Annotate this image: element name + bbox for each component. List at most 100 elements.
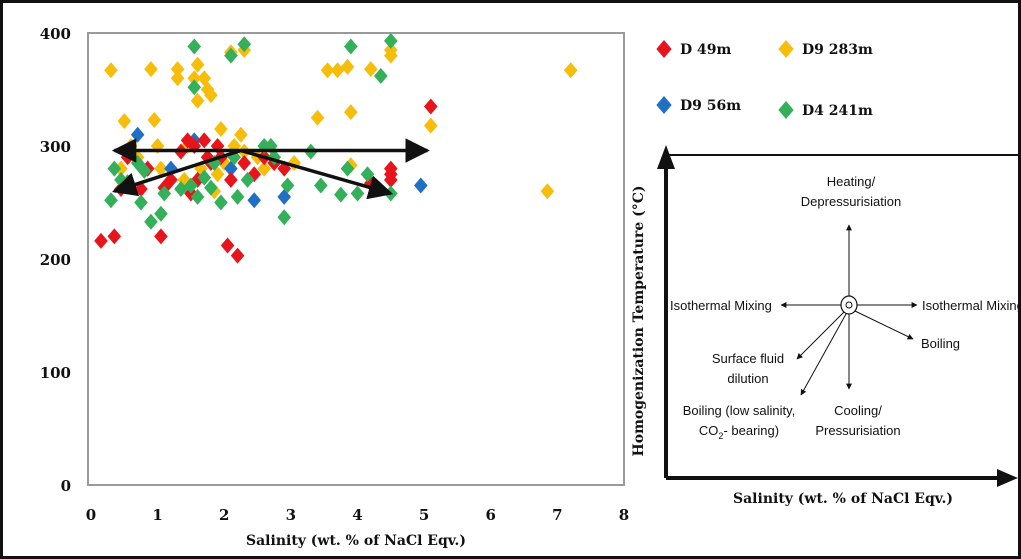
label-bearing: - bearing): [723, 423, 779, 438]
y-tick-label: 400: [40, 25, 71, 43]
data-point: [230, 247, 245, 264]
data-point: [224, 171, 238, 188]
data-point: [144, 61, 158, 78]
label-heating-line1: Heating/: [827, 174, 876, 189]
legend-marker: [656, 40, 672, 58]
data-point: [204, 179, 218, 196]
data-point: [204, 87, 218, 104]
y-tick-label: 0: [61, 477, 71, 495]
x-axis-title: Salinity (wt. % of NaCl Eqv.): [246, 533, 466, 549]
data-point: [170, 70, 185, 87]
data-point: [310, 109, 325, 126]
label-boiling: Boiling: [921, 336, 960, 351]
data-point: [154, 228, 168, 245]
legend-label: D9 283m: [802, 42, 873, 58]
x-tick-label: 7: [552, 506, 562, 524]
legend-marker: [778, 101, 794, 119]
x-tick-labels: 0 1 2 3 4 5 6 7 8: [86, 506, 629, 524]
data-point: [540, 183, 555, 200]
data-point: [107, 160, 122, 177]
data-point: [137, 162, 152, 179]
data-point: [190, 56, 205, 73]
data-point: [180, 132, 195, 149]
y-tick-label: 300: [40, 138, 71, 156]
data-point: [384, 160, 398, 177]
x-tick-label: 1: [152, 506, 162, 524]
data-point: [117, 113, 132, 130]
data-point: [107, 228, 122, 245]
data-point: [247, 166, 262, 183]
data-point: [240, 171, 255, 188]
data-point: [334, 186, 348, 203]
data-point: [214, 121, 228, 138]
data-point: [340, 58, 355, 75]
data-point: [184, 177, 198, 194]
data-point: [234, 126, 248, 143]
label-surface-fluid-line1: Surface fluid: [712, 351, 784, 366]
data-point: [374, 67, 388, 84]
data-point: [187, 79, 202, 96]
y-tick-label: 100: [40, 364, 71, 382]
label-co2: CO: [699, 423, 719, 438]
data-point: [230, 188, 245, 205]
legend-marker: [656, 96, 672, 114]
data-point: [164, 160, 178, 177]
data-point: [154, 160, 168, 177]
data-point: [187, 38, 202, 55]
label-surface-fluid-line2: dilution: [727, 371, 768, 386]
data-point: [277, 188, 292, 205]
data-point: [190, 188, 205, 205]
data-point: [364, 61, 378, 78]
diagram-origin-inner: [845, 301, 853, 309]
data-point: [130, 126, 145, 143]
data-point: [360, 166, 375, 183]
data-point: [224, 47, 238, 64]
data-point: [344, 104, 358, 121]
data-point: [340, 160, 355, 177]
data-point: [157, 185, 172, 202]
label-co2-subscript: 2: [718, 431, 723, 441]
data-point: [287, 154, 302, 171]
data-point: [197, 70, 212, 87]
x-tick-label: 6: [486, 506, 496, 524]
data-point: [197, 169, 212, 186]
y-tick-label: 200: [40, 251, 71, 269]
data-point: [423, 98, 438, 115]
diagram-x-axis-title: Salinity (wt. % of NaCl Eqv.): [733, 491, 953, 507]
data-point: [197, 132, 212, 149]
legend-marker: [778, 40, 794, 58]
x-tick-label: 4: [352, 506, 362, 524]
data-point: [423, 117, 438, 134]
legend-label: D4 241m: [802, 103, 873, 119]
data-point: [187, 70, 202, 87]
label-isothermal-mixing-left: Isothermal Mixing: [670, 298, 772, 313]
scatter-points: [94, 32, 578, 264]
figure-svg: 0 1 2 3 4 5 6 7 8 0 100 200 300 400 Salinity (wt. % …: [40, 25, 1018, 549]
data-point: [277, 209, 292, 226]
y-tick-labels: 0 100 200 300 400: [40, 25, 71, 495]
legend: D 49m D9 283m D9 56m D4 241m: [656, 40, 873, 119]
data-point: [144, 213, 158, 230]
data-point: [384, 32, 398, 49]
data-point: [190, 92, 205, 109]
data-point: [237, 36, 252, 53]
data-point: [147, 112, 162, 129]
process-diagram: Homogenization Temperature (°C) Salinity…: [631, 145, 1018, 507]
diagram-y-axis-title: Homogenization Temperature (°C): [631, 186, 647, 457]
legend-label: D 49m: [680, 42, 731, 58]
label-boiling-low-line1: Boiling (low salinity,: [683, 403, 795, 418]
arrow-boiling-low-salinity: [800, 313, 847, 396]
diagram-x-arrowhead: [997, 469, 1018, 487]
trend-arrow: [240, 148, 394, 200]
data-point: [164, 171, 178, 188]
x-tick-label: 0: [86, 506, 96, 524]
data-point: [170, 61, 185, 78]
x-tick-label: 3: [286, 506, 296, 524]
data-point: [134, 194, 148, 211]
data-point: [94, 232, 108, 249]
trend-arrows: [111, 138, 430, 200]
label-heating-line2: Depressurisiation: [801, 194, 901, 209]
diagram-y-arrowhead: [657, 145, 675, 169]
data-point: [174, 180, 188, 197]
